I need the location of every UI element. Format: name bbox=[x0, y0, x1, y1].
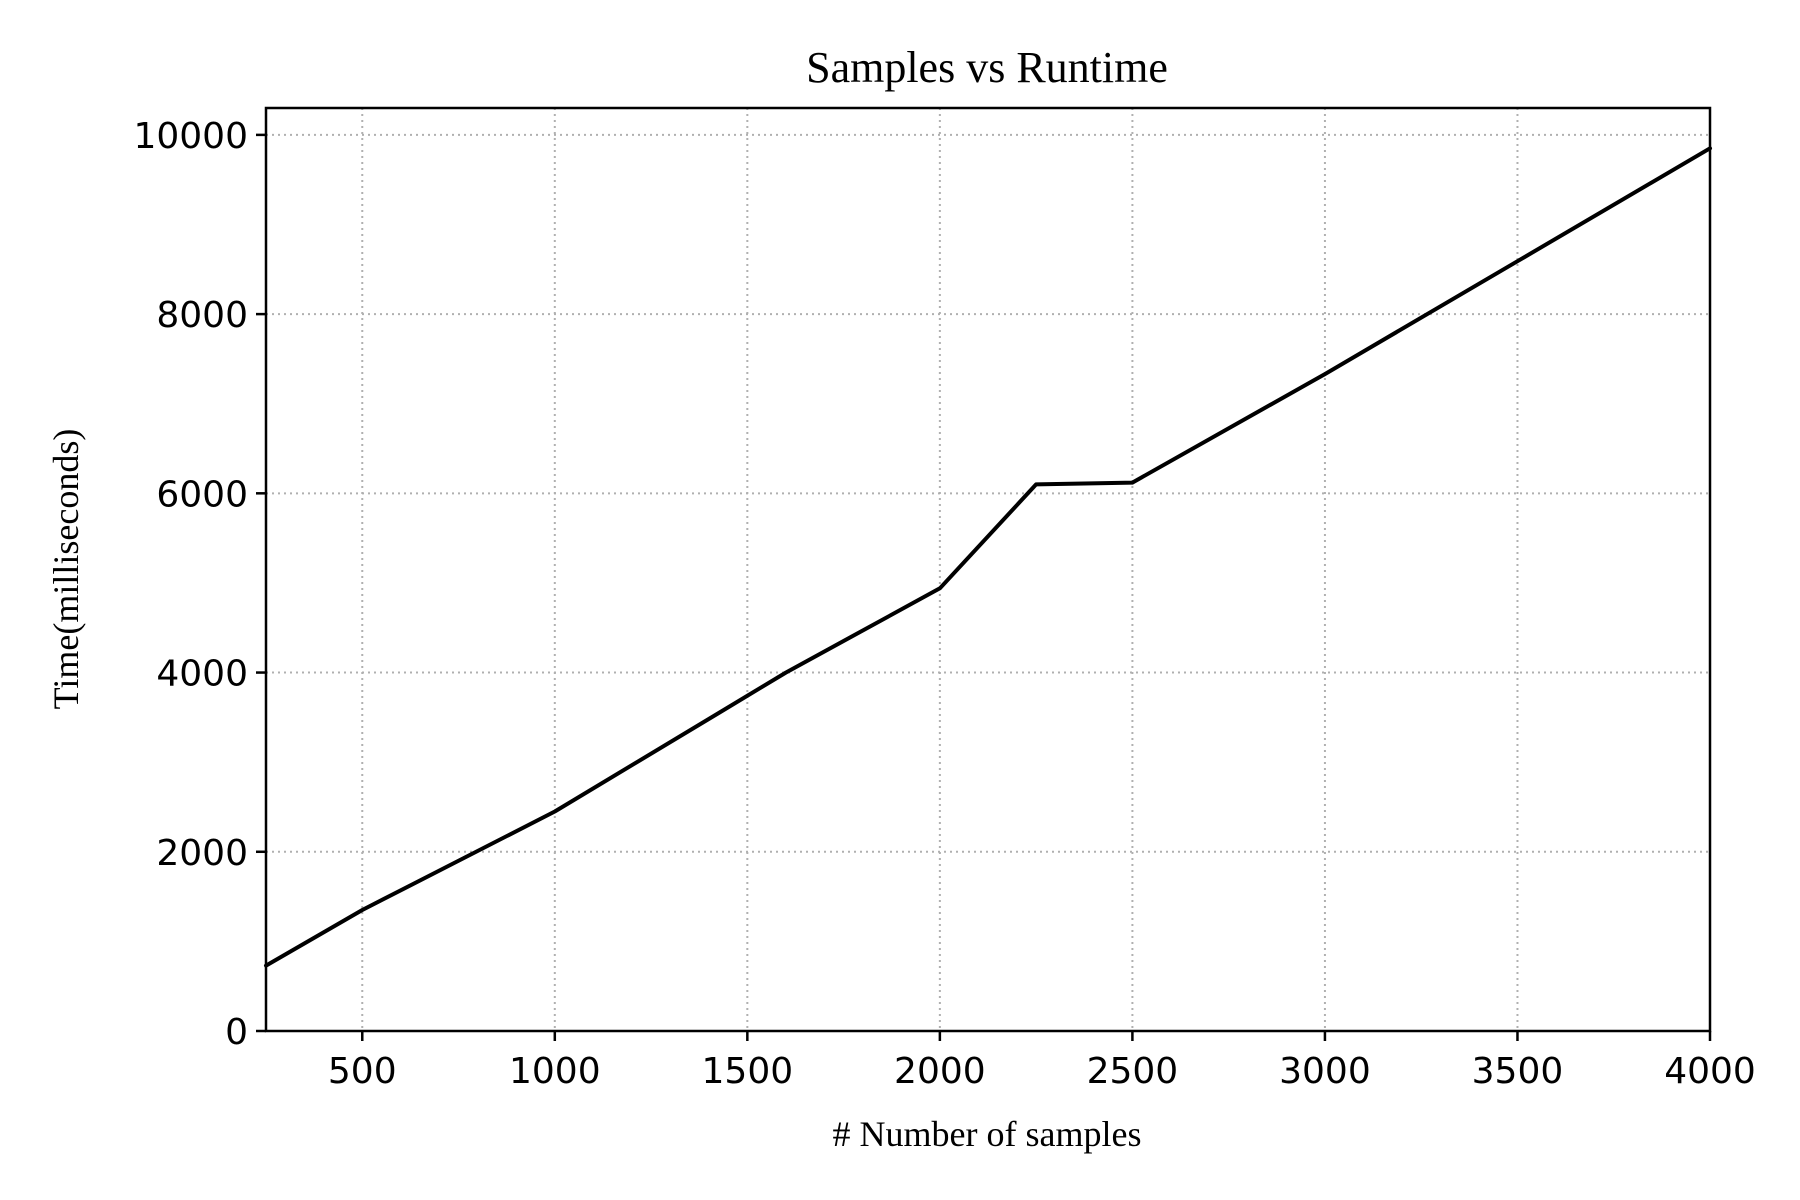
series-layer bbox=[264, 146, 1712, 968]
y-tick-label: 0 bbox=[225, 1012, 248, 1053]
series-line bbox=[264, 146, 1712, 968]
y-tick-label: 8000 bbox=[156, 295, 248, 336]
x-tick-label: 4000 bbox=[1664, 1051, 1756, 1092]
y-axis-label: Time(milliseconds) bbox=[46, 429, 86, 710]
y-axis: 0 2000 4000 6000 8000 10000 bbox=[133, 116, 266, 1053]
x-axis-label: # Number of samples bbox=[833, 1114, 1142, 1154]
plot-frame bbox=[264, 106, 1712, 1033]
x-axis: 500 1000 1500 2000 2500 3000 3500 4000 bbox=[328, 1031, 1756, 1092]
x-tick-label: 3500 bbox=[1472, 1051, 1564, 1092]
x-tick-label: 2000 bbox=[894, 1051, 986, 1092]
x-tick-label: 1000 bbox=[509, 1051, 601, 1092]
x-tick-label: 2500 bbox=[1087, 1051, 1179, 1092]
y-tick-label: 2000 bbox=[156, 833, 248, 874]
x-tick-label: 1500 bbox=[702, 1051, 794, 1092]
grid bbox=[266, 108, 1711, 1032]
y-tick-label: 10000 bbox=[133, 116, 248, 157]
y-tick-label: 4000 bbox=[156, 654, 248, 695]
x-tick-label: 3000 bbox=[1279, 1051, 1371, 1092]
x-tick-label: 500 bbox=[328, 1051, 397, 1092]
chart-title: Samples vs Runtime bbox=[806, 43, 1168, 92]
y-tick-label: 6000 bbox=[156, 474, 248, 515]
